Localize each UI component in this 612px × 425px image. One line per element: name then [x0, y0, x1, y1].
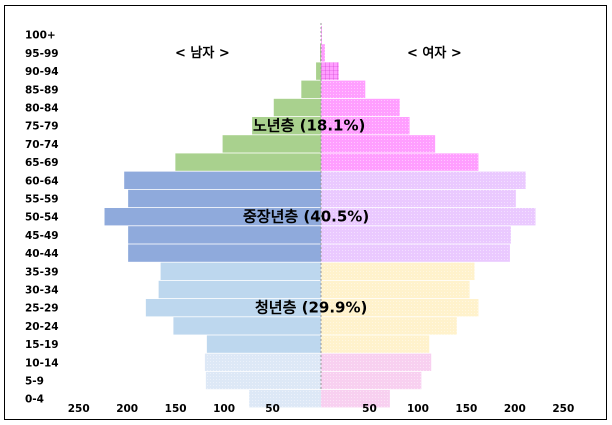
x-tick-label: 50 [265, 403, 280, 415]
bar-male-90-94 [316, 62, 321, 80]
x-tick-label: 150 [455, 403, 477, 415]
bar-female-texture-60-64 [321, 171, 526, 189]
series-label-male: < 남자 > [175, 45, 230, 61]
bar-female-texture-65-69 [321, 153, 479, 171]
bar-female-texture-70-74 [321, 135, 436, 153]
bar-female-texture-95-99 [321, 44, 325, 62]
age-group-label: 노년층 (18.1%) [253, 117, 365, 135]
age-group-labels: 노년층 (18.1%) 중장년층 (40.5%) 청년층 (29.9%) [243, 117, 369, 317]
bar-female-texture-30-34 [321, 280, 470, 299]
age-label-50-54: 50-54 [25, 212, 59, 224]
x-tick-label: 200 [504, 403, 526, 415]
bar-male-30-34 [158, 280, 321, 299]
bar-male-85-89 [301, 80, 321, 98]
bar-female-texture-80-84 [321, 98, 400, 117]
age-label-95-99: 95-99 [25, 48, 59, 60]
x-tick-label: 150 [165, 403, 187, 415]
bar-female-texture-55-59 [321, 189, 516, 208]
bar-male-70-74 [222, 135, 321, 153]
bar-female-texture-10-14 [321, 353, 432, 371]
bar-female-texture-90-94 [321, 62, 339, 80]
age-label-55-59: 55-59 [25, 194, 59, 206]
bar-male-texture-10-14 [204, 353, 321, 371]
age-label-75-79: 75-79 [25, 121, 59, 133]
age-label-65-69: 65-69 [25, 157, 59, 169]
x-tick-label: 250 [68, 403, 90, 415]
bar-female-texture-100+ [321, 26, 322, 44]
x-axis-ticks: 250 200 150 100 50 50 100 150 200 250 [68, 403, 575, 415]
age-label-0-4: 0-4 [25, 394, 44, 406]
age-label-85-89: 85-89 [25, 84, 59, 96]
bar-male-35-39 [160, 262, 321, 280]
age-label-90-94: 90-94 [25, 66, 59, 78]
bar-male-15-19 [206, 335, 321, 353]
x-tick-label: 100 [213, 403, 235, 415]
age-label-45-49: 45-49 [25, 230, 59, 242]
bar-male-texture-5-9 [205, 371, 321, 390]
bar-female-texture-45-49 [321, 226, 511, 244]
series-label-female: < 여자 > [407, 45, 462, 61]
age-label-30-34: 30-34 [25, 285, 59, 297]
bar-female-texture-0-4 [321, 390, 390, 408]
bar-female-texture-40-44 [321, 244, 510, 262]
category-labels: 100+ 95-99 90-94 85-89 80-84 75-79 70-74 65-69 6… [25, 30, 59, 406]
bar-female-texture-75-79 [321, 117, 410, 135]
x-tick-label: 50 [362, 403, 377, 415]
bar-male-texture-0-4 [249, 390, 321, 408]
age-label-35-39: 35-39 [25, 266, 59, 278]
bar-male-50-54 [104, 208, 322, 226]
age-group-label: 청년층 (29.9%) [255, 299, 367, 317]
age-label-60-64: 60-64 [25, 175, 59, 187]
population-pyramid-chart: 100+ 95-99 90-94 85-89 80-84 75-79 70-74 65-69 6… [25, 23, 575, 415]
bar-male-60-64 [124, 171, 321, 189]
age-label-20-24: 20-24 [25, 321, 59, 333]
age-label-5-9: 5-9 [25, 376, 44, 388]
age-label-100+: 100+ [25, 30, 56, 42]
bar-female-texture-20-24 [321, 317, 457, 335]
x-tick-label: 200 [116, 403, 138, 415]
bar-female-texture-35-39 [321, 262, 475, 280]
age-group-label: 중장년층 (40.5%) [243, 208, 369, 226]
age-label-80-84: 80-84 [25, 103, 59, 115]
bar-male-65-69 [175, 153, 321, 171]
age-label-70-74: 70-74 [25, 139, 59, 151]
bar-male-25-29 [145, 299, 321, 317]
bar-male-80-84 [273, 98, 321, 117]
bar-female-texture-85-89 [321, 80, 366, 98]
bars-layer [104, 26, 536, 408]
chart-frame: 100+ 95-99 90-94 85-89 80-84 75-79 70-74 65-69 6… [4, 5, 607, 420]
bar-male-20-24 [173, 317, 321, 335]
bar-female-texture-5-9 [321, 371, 422, 390]
bar-male-75-79 [252, 117, 321, 135]
x-tick-label: 250 [552, 403, 574, 415]
x-tick-label: 100 [407, 403, 429, 415]
bar-male-40-44 [128, 244, 321, 262]
bar-male-55-59 [128, 189, 321, 208]
age-label-15-19: 15-19 [25, 339, 59, 351]
bar-female-texture-50-54 [321, 208, 536, 226]
age-label-40-44: 40-44 [25, 248, 59, 260]
age-label-10-14: 10-14 [25, 357, 59, 369]
bar-male-45-49 [128, 226, 321, 244]
bar-female-texture-15-19 [321, 335, 430, 353]
age-label-25-29: 25-29 [25, 303, 59, 315]
bar-female-texture-25-29 [321, 299, 479, 317]
